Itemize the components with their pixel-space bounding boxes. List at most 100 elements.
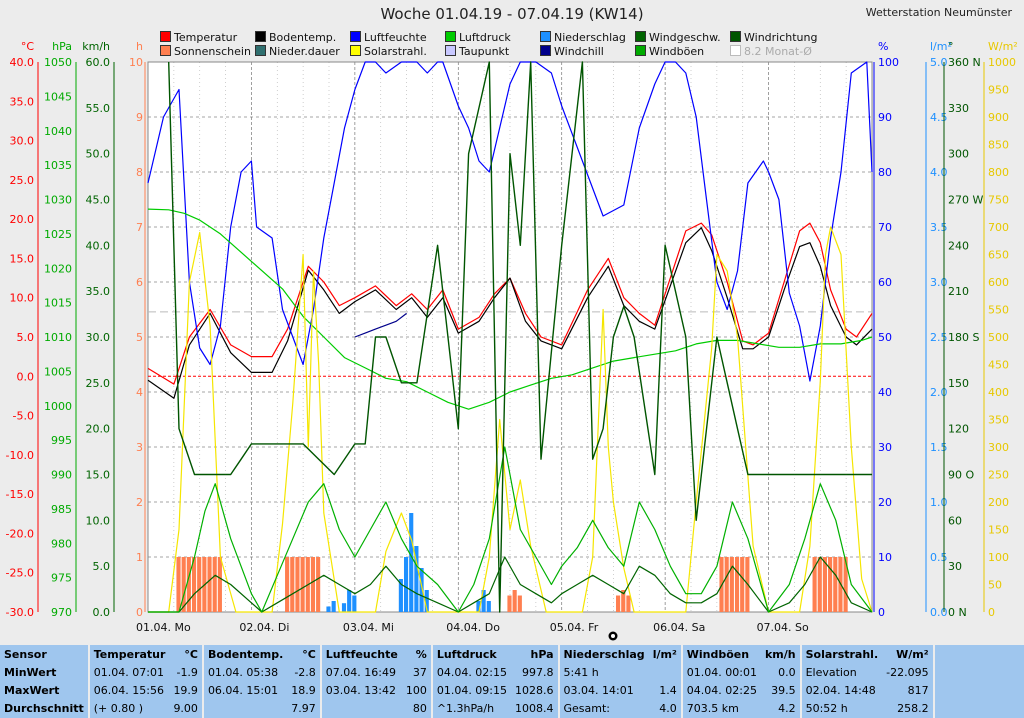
stat-name: Windböen — [680, 645, 761, 664]
stat-value: 7.97 — [291, 702, 316, 716]
legend-item: Windböen — [635, 45, 704, 58]
axis-tick-label: 80 — [878, 166, 892, 179]
axis-tick-label: 45.0 — [86, 194, 111, 207]
series-niederschlag — [326, 513, 491, 612]
stat-when: 06.04. 15:56 — [87, 681, 170, 700]
stat-when: 04.04. 02:15 — [430, 663, 512, 682]
chart-legend: Temperatur Bodentemp. Luftfeuchte Luftdruck… — [160, 31, 820, 61]
axis-tick-label: 995 — [51, 434, 72, 447]
stat-value: 37 — [412, 665, 427, 679]
axis-tick-label: 750 — [988, 194, 1009, 207]
axis-tick-label: 985 — [51, 503, 72, 516]
stats-spacer — [932, 681, 1024, 700]
bar — [414, 546, 419, 612]
axis-tick-label: 30.0 — [86, 331, 111, 344]
axis-tick-label: 30 — [878, 441, 892, 454]
axis-tick-label: 360 N — [948, 56, 981, 69]
axis-tick-label: 35.0 — [10, 95, 35, 108]
axis-tick-label: 15.0 — [86, 469, 111, 482]
axis-tick-label: 90 O — [948, 469, 974, 482]
axis-tick-label: 20 — [878, 496, 892, 509]
legend-item: Luftfeuchte — [350, 31, 427, 44]
axis-tick-label: 150 — [948, 377, 969, 390]
bar — [740, 557, 745, 612]
legend-label: Nieder.dauer — [269, 45, 340, 58]
stat-when: 5:41 h — [557, 663, 649, 682]
legend-item: Sonnenschein — [160, 45, 251, 58]
stat-value: 997.8 — [522, 665, 554, 679]
axis-tick-label: 7 — [136, 221, 143, 234]
axis-tick-label: 950 — [988, 84, 1009, 97]
stat-name: Luftfeuchte — [319, 645, 402, 664]
axis-tick-label: 1030 — [44, 194, 72, 207]
stat-value: 1.4 — [659, 684, 677, 698]
stats-header-row: Sensor Temperatur °C Bodentemp. °C Luftfeu… — [0, 645, 1024, 664]
stat-value: 1008.4 — [515, 702, 554, 716]
legend-label: Temperatur — [174, 31, 238, 44]
stat-when: 06.04. 15:01 — [201, 681, 288, 700]
series-line — [147, 227, 873, 399]
axis-tick-label: 40.0 — [10, 56, 35, 69]
legend-label: Bodentemp. — [269, 31, 337, 44]
axis-tick-label: 10.0 — [86, 514, 111, 527]
axis-tick-label: 1.5 — [930, 441, 948, 454]
chart-title: Woche 01.04.19 - 07.04.19 (KW14) — [380, 5, 644, 23]
axis-tick-label: 500 — [988, 331, 1009, 344]
axis-tick-label: 1005 — [44, 365, 72, 378]
axis-unit: h — [136, 40, 143, 53]
axis-tick-label: 60 — [948, 514, 962, 527]
axis-tick-label: 2 — [136, 496, 143, 509]
axis-tick-label: 600 — [988, 276, 1009, 289]
stat-unit: °C — [184, 647, 198, 661]
bar — [186, 557, 191, 612]
legend-swatch — [350, 45, 361, 56]
axis-tick-label: -20.0 — [6, 527, 34, 540]
bar — [812, 557, 817, 612]
axis-tick-label: 1025 — [44, 228, 72, 241]
legend-swatch — [540, 31, 551, 42]
x-tick-label: 06.04. Sa — [653, 621, 705, 634]
stat-when: 03.04. 14:01 — [557, 681, 649, 700]
axis-tick-label: 0 — [988, 606, 995, 619]
legend-swatch — [350, 31, 361, 42]
bar — [326, 606, 331, 612]
legend-item: Windgeschw. — [635, 31, 721, 44]
x-tick-label: 01.04. Mo — [136, 621, 191, 634]
axis-tick-label: 35.0 — [86, 285, 111, 298]
bar — [398, 579, 403, 612]
stat-unit: W/m² — [896, 647, 929, 661]
stat-value: 80 — [412, 702, 427, 716]
bar — [833, 557, 838, 612]
stat-value: 18.9 — [291, 684, 316, 698]
axis-tick-label: 1045 — [44, 90, 72, 103]
axis-unit: hPa — [52, 40, 72, 53]
axis-tick-label: 980 — [51, 537, 72, 550]
axis-tick-label: 970 — [51, 606, 72, 619]
axis-tick-label: 5.0 — [930, 56, 948, 69]
bar — [217, 557, 222, 612]
stat-when: 02.04. 14:48 — [799, 681, 883, 700]
axis-tick-label: 1050 — [44, 56, 72, 69]
stat-value: 19.9 — [173, 684, 198, 698]
bar — [207, 557, 212, 612]
bar — [486, 601, 491, 612]
bar — [310, 557, 316, 612]
axis-tick-label: 10 — [129, 56, 143, 69]
bar — [191, 557, 197, 612]
bar — [341, 603, 347, 612]
axis-tick-label: -15.0 — [6, 488, 34, 501]
axis-tick-label: -25.0 — [6, 567, 34, 580]
series-line — [354, 312, 407, 338]
axis-unit: ° — [948, 40, 954, 53]
legend-label: Niederschlag — [554, 31, 626, 44]
stat-value: 817 — [907, 684, 929, 698]
axis-tick-label: 900 — [988, 111, 1009, 124]
axis-tick-label: 50.0 — [86, 148, 111, 161]
axis-tick-label: 10 — [878, 551, 892, 564]
legend-swatch — [730, 45, 741, 56]
axis-tick-label: 50 — [878, 331, 892, 344]
stat-value: 9.00 — [173, 702, 198, 716]
axis-tick-label: 5.0 — [17, 331, 35, 344]
axis-tick-label: 30 — [948, 560, 962, 573]
axis-tick-label: 50 — [988, 579, 1002, 592]
